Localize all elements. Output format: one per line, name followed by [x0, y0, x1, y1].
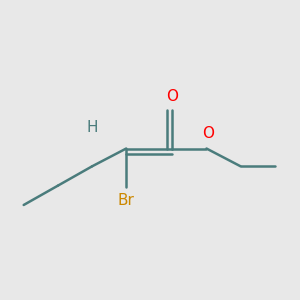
- Text: O: O: [202, 126, 214, 141]
- Text: Br: Br: [118, 193, 135, 208]
- Text: O: O: [166, 89, 178, 104]
- Text: H: H: [86, 120, 98, 135]
